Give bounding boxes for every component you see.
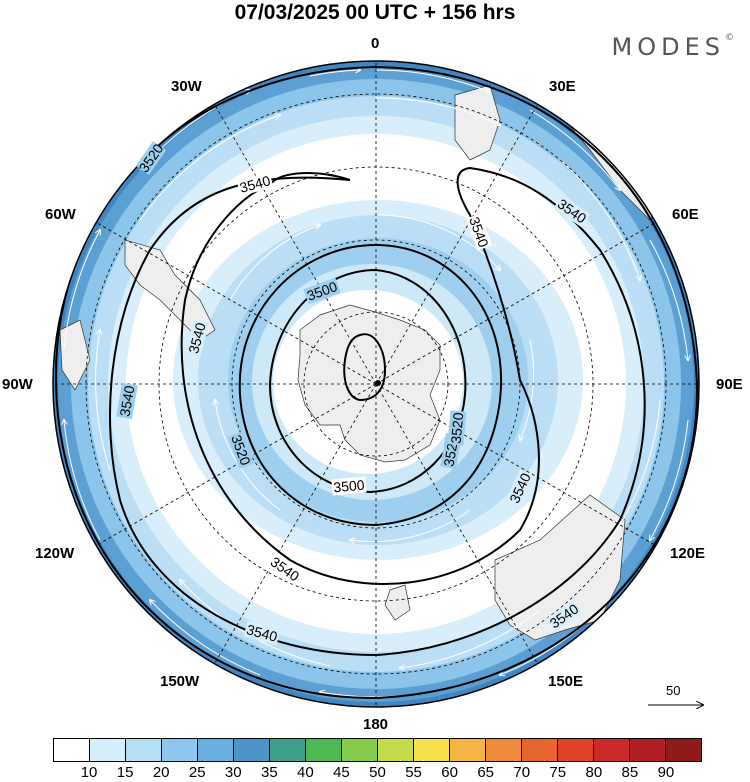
colorbar-tick-label: 70 bbox=[513, 764, 531, 781]
copyright-mark: © bbox=[725, 33, 734, 43]
colorbar-swatch bbox=[54, 739, 90, 761]
colorbar-swatch bbox=[126, 739, 162, 761]
contour-label: 3540 bbox=[238, 172, 272, 196]
colorbar-swatch bbox=[558, 739, 594, 761]
wind-vectors bbox=[64, 70, 688, 698]
colorbar-tick-label: 30 bbox=[224, 764, 242, 781]
lon-label-30e: 30E bbox=[549, 78, 576, 95]
contour-label: 3520 bbox=[448, 412, 467, 445]
colorbar-tick-label: 25 bbox=[188, 764, 206, 781]
colorbar-swatch bbox=[162, 739, 198, 761]
colorbar-swatch bbox=[666, 739, 701, 761]
brand-logo: MODES© bbox=[612, 33, 734, 61]
colorbar-tick-label: 65 bbox=[477, 764, 494, 781]
colorbar-swatch bbox=[414, 739, 450, 761]
lon-label-60e: 60E bbox=[672, 206, 699, 223]
colorbar-tick-label: 90 bbox=[657, 764, 675, 781]
lon-label-180: 180 bbox=[363, 716, 389, 733]
contour-label: 3500 bbox=[333, 477, 366, 496]
lon-label-90w: 90W bbox=[2, 376, 33, 393]
colorbar-tick-label: 35 bbox=[260, 764, 278, 781]
south-pole-marker bbox=[375, 380, 381, 386]
colorbar-ticks: 10 15 20 25 30 35 40 45 50 55 60 65 70 75 80 85 90 bbox=[53, 764, 702, 782]
colorbar-tick-label: 40 bbox=[297, 764, 314, 781]
colorbar-swatch bbox=[198, 739, 234, 761]
lon-label-150w: 150W bbox=[160, 673, 200, 690]
colorbar-tick-label: 15 bbox=[116, 764, 134, 781]
colorbar-tick-label: 50 bbox=[369, 764, 386, 781]
colorbar-tick-label: 55 bbox=[405, 764, 422, 781]
lon-label-60w: 60W bbox=[45, 206, 76, 223]
colorbar-tick-label: 10 bbox=[80, 764, 98, 781]
contour-label: 3540 bbox=[185, 321, 209, 355]
colorbar-swatch bbox=[486, 739, 522, 761]
colorbar-tick-label: 45 bbox=[333, 764, 350, 781]
colorbar-swatch bbox=[522, 739, 558, 761]
colorbar-swatch bbox=[450, 739, 486, 761]
colorbar-tick-label: 85 bbox=[621, 764, 639, 781]
brand-name: MODES bbox=[611, 33, 725, 61]
lon-label-0: 0 bbox=[371, 35, 380, 52]
contour-labels: 3520 3540 3540 3540 3540 3500 3540 3540 … bbox=[116, 140, 591, 646]
colorbar-swatch bbox=[342, 739, 378, 761]
lon-label-120w: 120W bbox=[35, 545, 75, 562]
map-title: 07/03/2025 00 UTC + 156 hrs bbox=[234, 1, 516, 24]
colorbar-swatch bbox=[594, 739, 630, 761]
lon-label-120e: 120E bbox=[670, 545, 706, 562]
colorbar-swatch bbox=[90, 739, 126, 761]
colorbar-swatch bbox=[378, 739, 414, 761]
wind-speed-shading bbox=[53, 61, 699, 707]
colorbar-tick-label: 75 bbox=[549, 764, 567, 781]
colorbar-swatch bbox=[306, 739, 342, 761]
lon-label-90e: 90E bbox=[716, 376, 743, 393]
contour-label: 3540 bbox=[245, 621, 279, 645]
lon-label-150e: 150E bbox=[548, 673, 584, 690]
map-border bbox=[52, 60, 700, 708]
colorbar bbox=[53, 738, 702, 762]
lon-label-30w: 30W bbox=[171, 78, 202, 95]
colorbar-tick-label: 60 bbox=[441, 764, 458, 781]
colorbar-tick-label: 20 bbox=[152, 764, 170, 781]
polar-map: 3520 3540 3540 3540 3540 3500 3540 3540 … bbox=[52, 60, 750, 735]
colorbar-tick-label: 80 bbox=[585, 764, 603, 781]
vector-key-label: 50 bbox=[666, 683, 681, 698]
contour-label: 3540 bbox=[116, 384, 137, 418]
colorbar-swatch bbox=[234, 739, 270, 761]
colorbar-swatch bbox=[270, 739, 306, 761]
colorbar-swatch bbox=[630, 739, 666, 761]
